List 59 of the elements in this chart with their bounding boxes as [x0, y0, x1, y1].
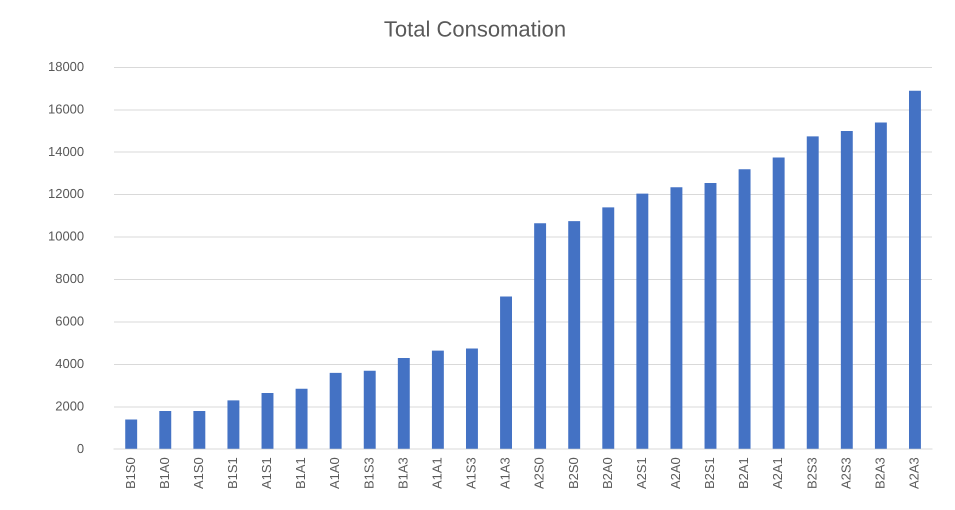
x-tick-label: A2S1 [634, 457, 649, 490]
bar [704, 183, 716, 449]
y-tick-label: 18000 [48, 58, 84, 74]
x-tick-label: A2S3 [838, 457, 854, 490]
y-tick-label: 0 [76, 440, 84, 456]
y-tick-label: 2000 [55, 398, 84, 414]
bar [159, 411, 172, 449]
x-tick-label: A2S0 [532, 457, 547, 490]
x-tick-label: B2A3 [872, 457, 888, 490]
bar [534, 223, 546, 449]
bar [296, 388, 308, 449]
y-tick-label: 12000 [48, 186, 84, 202]
y-tick-label: 8000 [55, 271, 84, 286]
x-tick-label: A2A1 [770, 457, 786, 490]
bar [909, 90, 921, 449]
bar [227, 400, 240, 449]
bar [670, 187, 682, 449]
y-tick-label: 4000 [55, 356, 84, 371]
y-tick-label: 6000 [55, 314, 84, 329]
bar [432, 350, 444, 449]
y-tick-label: 16000 [48, 101, 84, 116]
x-tick-label: A1A3 [498, 457, 513, 490]
chart-title: Total Consomation [384, 16, 566, 42]
bar [262, 392, 274, 449]
x-tick-label: B2A0 [600, 457, 615, 490]
bar [125, 420, 138, 449]
bar [840, 131, 853, 449]
bar [636, 194, 648, 449]
y-tick-label: 10000 [48, 228, 84, 244]
bar [398, 358, 410, 449]
x-tick-label: B1S0 [122, 457, 138, 490]
bar [806, 136, 819, 449]
x-tick-label: B2S0 [566, 457, 581, 490]
bar [500, 296, 512, 449]
bar [874, 122, 887, 449]
x-tick-label: A1S0 [190, 457, 206, 490]
bar [772, 158, 785, 449]
x-tick-label: B1S1 [225, 457, 240, 490]
x-tick-label: A1S3 [464, 457, 479, 490]
bar [193, 411, 206, 449]
bar [602, 207, 614, 449]
x-tick-label: B1A1 [293, 457, 308, 490]
x-tick-label: B1A3 [395, 457, 410, 490]
x-tick-label: A2A3 [906, 457, 922, 490]
bar [330, 372, 342, 449]
x-tick-label: A2A0 [668, 457, 683, 490]
x-tick-label: A1S1 [259, 457, 274, 490]
bar [738, 169, 751, 449]
x-tick-label: A1A0 [327, 457, 342, 490]
x-tick-label: B2A1 [736, 457, 752, 490]
x-tick-label: B2S3 [804, 457, 820, 490]
bar [568, 221, 580, 449]
x-tick-label: B1A0 [156, 457, 172, 490]
y-tick-label: 14000 [48, 144, 84, 159]
x-tick-label: B1S3 [361, 457, 376, 490]
bar [364, 370, 376, 449]
x-tick-label: A1A1 [429, 457, 444, 490]
bar [466, 348, 478, 449]
x-tick-label: B2S1 [702, 457, 718, 490]
